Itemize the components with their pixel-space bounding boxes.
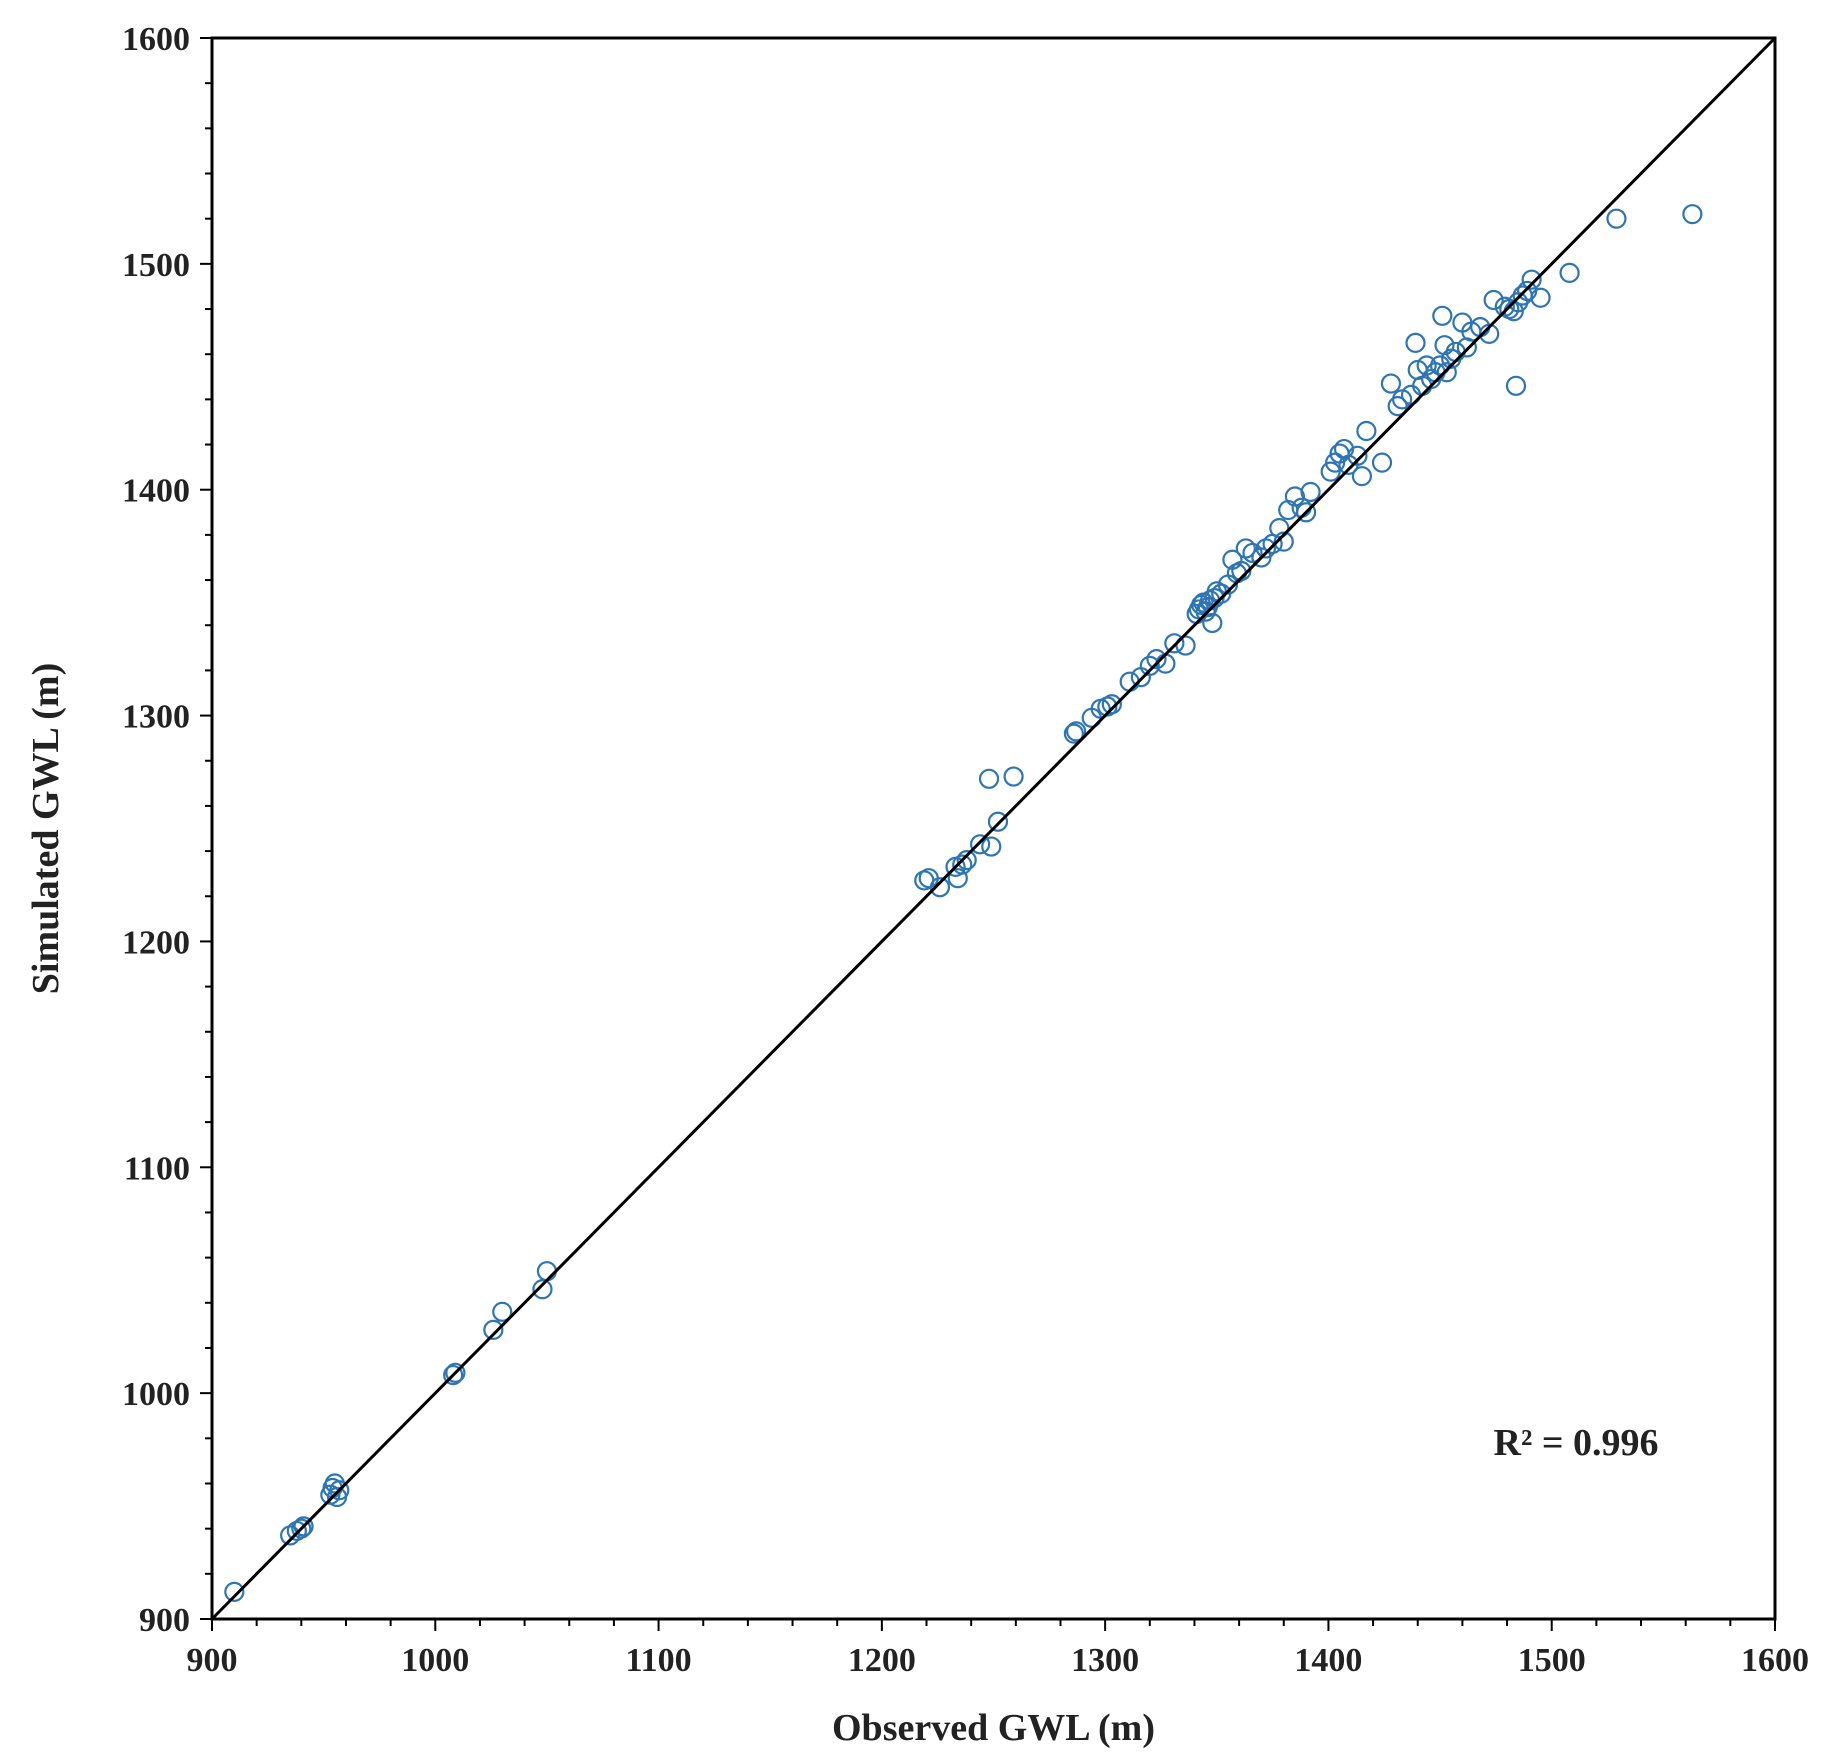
x-axis-ticks: [211, 1619, 1776, 1631]
data-point: [970, 834, 991, 855]
x-tick-label: 1300: [1071, 1642, 1139, 1679]
data-point: [1521, 269, 1542, 290]
data-point: [1130, 667, 1151, 688]
data-point: [329, 1480, 350, 1501]
y-tick-label: 1500: [122, 247, 190, 284]
one-to-one-line: [210, 36, 1777, 1621]
data-point: [1269, 518, 1290, 539]
x-tick-label: 1100: [626, 1642, 692, 1679]
data-point: [1273, 531, 1294, 552]
x-axis-tick-labels: 900 1000 1100 1200 1300 1400 1500 1600: [187, 1642, 1810, 1679]
y-tick-label: 1600: [122, 21, 190, 58]
data-point: [1231, 560, 1252, 582]
data-point: [1483, 289, 1504, 311]
data-point: [1320, 461, 1341, 482]
data-point: [981, 836, 1002, 857]
r-squared-annotation: R² = 0.996: [1494, 1422, 1659, 1464]
data-point: [1300, 481, 1321, 503]
data-point: [929, 877, 951, 898]
data-point: [1066, 721, 1087, 742]
data-point: [224, 1581, 245, 1602]
data-point: [1479, 323, 1500, 344]
data-point: [1101, 694, 1122, 715]
data-point: [1432, 305, 1453, 326]
data-point: [443, 1364, 464, 1386]
y-tick-label: 900: [139, 1602, 190, 1639]
data-point: [1175, 635, 1196, 656]
data-point: [1530, 287, 1551, 308]
y-axis-label: Simulated GWL (m): [25, 663, 67, 994]
y-axis-tick-labels: 900 1000 1100 1200 1300 1400 1500 1600: [122, 21, 190, 1639]
data-point: [987, 811, 1009, 832]
plot-frame: [210, 36, 1777, 1621]
data-point: [1139, 655, 1160, 676]
y-axis-ticks: [200, 37, 212, 1620]
x-tick-label: 1200: [848, 1642, 916, 1679]
data-point: [492, 1301, 513, 1322]
y-tick-label: 1000: [122, 1376, 190, 1413]
data-point: [1356, 420, 1377, 442]
data-point: [1202, 612, 1223, 634]
data-point: [1251, 547, 1272, 568]
data-point: [947, 868, 968, 889]
data-point: [536, 1261, 558, 1282]
data-point: [952, 854, 973, 875]
data-point: [1003, 766, 1024, 787]
data-point: [1405, 332, 1426, 354]
data-point: [1682, 204, 1703, 225]
data-point: [445, 1362, 466, 1383]
x-tick-label: 900: [187, 1642, 238, 1679]
y-tick-label: 1200: [122, 924, 190, 961]
data-point: [1559, 262, 1580, 283]
y-tick-label: 1400: [122, 473, 190, 510]
x-tick-label: 1600: [1741, 1642, 1809, 1679]
data-point: [1436, 362, 1457, 383]
data-point: [1351, 466, 1373, 487]
data-points: [224, 204, 1703, 1602]
data-point: [1429, 355, 1451, 376]
data-point: [1119, 671, 1140, 692]
data-point: [978, 768, 1000, 789]
x-tick-label: 1000: [401, 1642, 469, 1679]
data-point: [293, 1516, 314, 1537]
data-point: [483, 1319, 504, 1341]
data-point: [1347, 445, 1368, 466]
x-tick-label: 1400: [1294, 1642, 1362, 1679]
data-point: [1606, 208, 1627, 229]
data-point: [1380, 373, 1402, 394]
data-point: [956, 850, 977, 871]
data-point: [291, 1518, 312, 1539]
data-point: [1164, 633, 1185, 654]
data-point: [1295, 502, 1317, 523]
data-point: [1505, 375, 1527, 396]
x-tick-label: 1500: [1518, 1642, 1586, 1679]
x-axis-label: Observed GWL (m): [832, 1707, 1155, 1749]
y-tick-label: 1300: [122, 699, 190, 736]
data-point: [1063, 723, 1084, 744]
data-point: [1371, 452, 1393, 473]
data-point: [532, 1279, 553, 1300]
y-tick-label: 1100: [124, 1150, 190, 1187]
